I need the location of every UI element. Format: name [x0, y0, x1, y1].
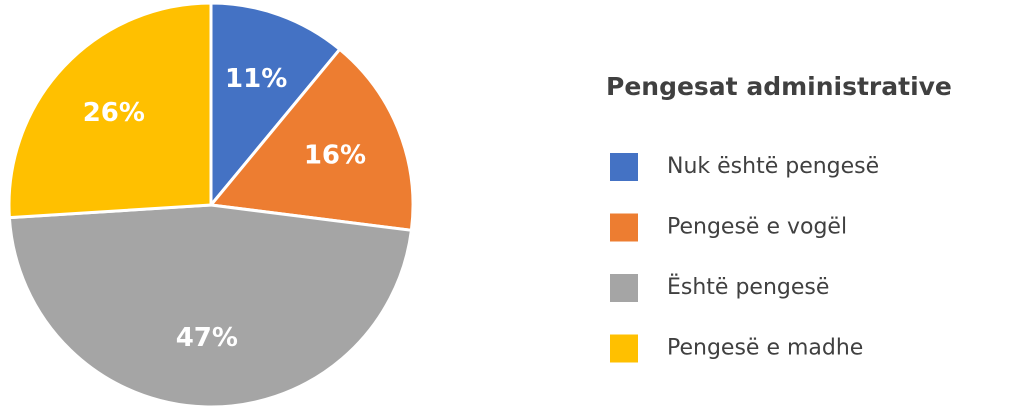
legend-label: Është pengesë [667, 274, 829, 300]
pie-slice [208, 47, 415, 232]
pie-slice [7, 203, 414, 409]
legend-swatch [610, 213, 638, 242]
legend-label: Pengesë e vogël [667, 215, 847, 240]
legend-swatch [610, 153, 638, 181]
data-label: 16% [304, 140, 366, 170]
pie-slice [7, 1, 213, 220]
legend-label: Nuk është pengesë [667, 154, 879, 179]
legend-swatch [610, 274, 638, 302]
data-label: 11% [225, 64, 287, 94]
legend-title: Pengesat administrative [606, 72, 952, 101]
data-label: 47% [176, 323, 238, 353]
legend-swatch [610, 334, 638, 363]
legend-label: Pengesë e madhe [667, 336, 863, 361]
data-label: 26% [83, 98, 145, 128]
pie-slice [209, 1, 342, 210]
